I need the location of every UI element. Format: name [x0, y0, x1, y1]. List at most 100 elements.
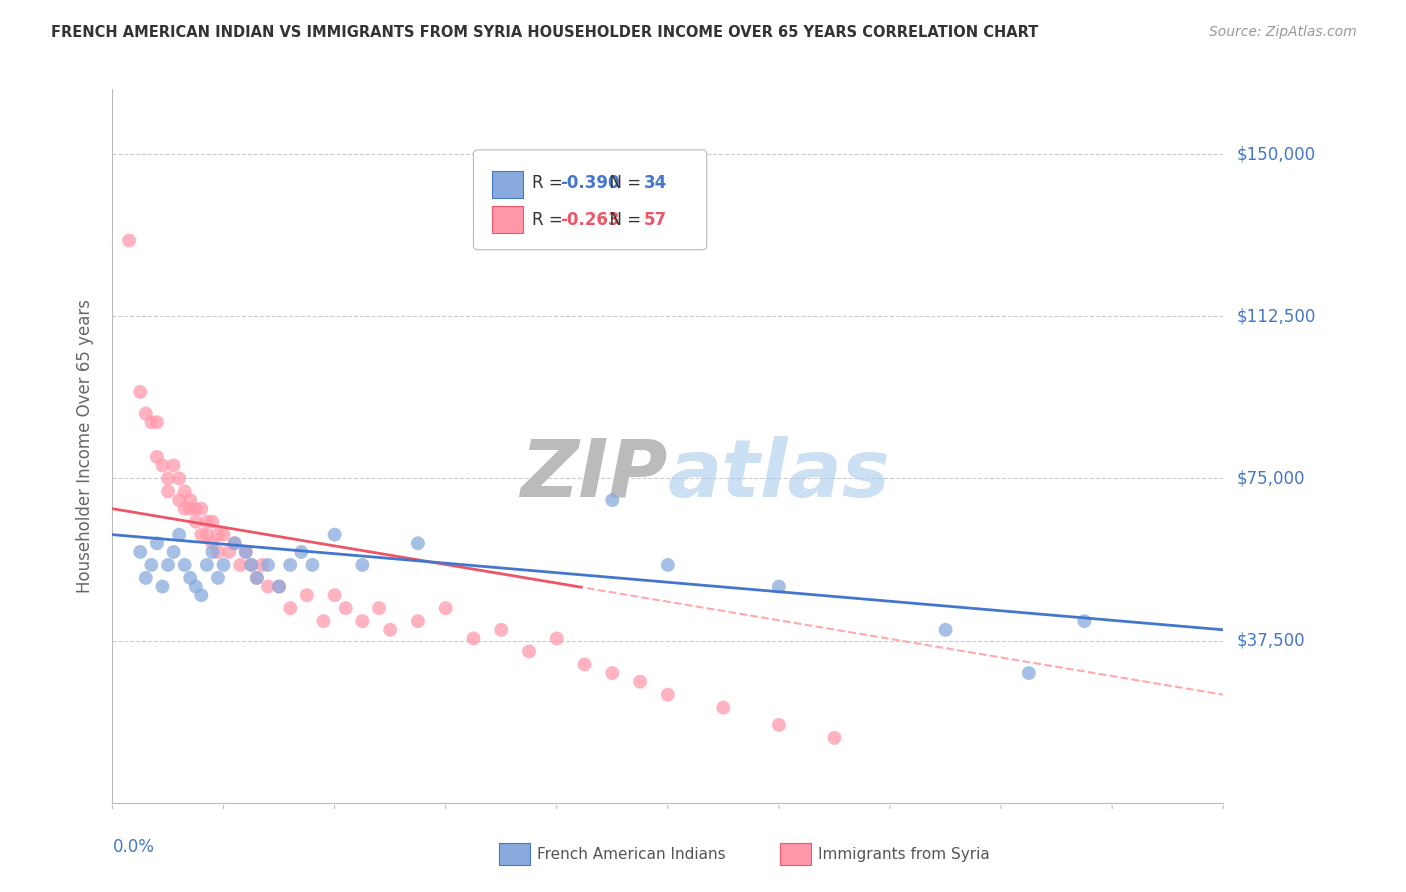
Point	[295, 588, 318, 602]
Point	[135, 407, 157, 421]
Point	[713, 700, 735, 714]
Point	[218, 545, 240, 559]
Point	[190, 501, 212, 516]
Point	[157, 471, 180, 485]
Point	[252, 558, 274, 572]
Point	[167, 527, 190, 541]
Point	[184, 501, 207, 516]
Point	[934, 623, 956, 637]
Point	[323, 588, 346, 602]
Text: French American Indians: French American Indians	[537, 847, 725, 862]
Point	[602, 493, 624, 508]
Point	[190, 527, 212, 541]
Text: 0.0%: 0.0%	[112, 838, 155, 856]
Point	[229, 558, 252, 572]
Point	[491, 623, 513, 637]
Point	[195, 527, 218, 541]
Point	[157, 484, 180, 499]
Point	[235, 545, 257, 559]
Point	[212, 527, 235, 541]
Point	[141, 558, 163, 572]
Text: 57: 57	[644, 211, 666, 228]
Point	[141, 415, 163, 429]
Point	[224, 536, 246, 550]
Point	[246, 571, 269, 585]
Point	[352, 614, 374, 628]
Text: ZIP: ZIP	[520, 435, 668, 514]
Point	[301, 558, 323, 572]
Point	[195, 515, 218, 529]
FancyBboxPatch shape	[474, 150, 707, 250]
Point	[129, 384, 152, 399]
Point	[207, 545, 229, 559]
Text: FRENCH AMERICAN INDIAN VS IMMIGRANTS FROM SYRIA HOUSEHOLDER INCOME OVER 65 YEARS: FRENCH AMERICAN INDIAN VS IMMIGRANTS FRO…	[51, 25, 1038, 40]
Point	[207, 571, 229, 585]
Point	[207, 527, 229, 541]
Text: $112,500: $112,500	[1237, 307, 1316, 326]
Point	[368, 601, 391, 615]
Y-axis label: Householder Income Over 65 years: Householder Income Over 65 years	[76, 299, 94, 593]
Point	[179, 571, 201, 585]
Point	[434, 601, 457, 615]
Point	[240, 558, 263, 572]
Point	[335, 601, 357, 615]
Point	[135, 571, 157, 585]
Point	[824, 731, 846, 745]
Point	[162, 458, 184, 473]
Point	[146, 450, 169, 464]
Point	[406, 614, 429, 628]
Point	[323, 527, 346, 541]
Point	[146, 415, 169, 429]
Text: $75,000: $75,000	[1237, 469, 1306, 487]
Point	[517, 644, 540, 658]
Text: $37,500: $37,500	[1237, 632, 1306, 649]
Point	[195, 558, 218, 572]
Point	[768, 718, 790, 732]
Point	[224, 536, 246, 550]
Point	[167, 471, 190, 485]
Point	[201, 536, 224, 550]
Text: $150,000: $150,000	[1237, 145, 1316, 163]
Point	[201, 515, 224, 529]
Text: R =: R =	[533, 175, 568, 193]
Point	[657, 558, 679, 572]
Point	[184, 580, 207, 594]
Point	[267, 580, 291, 594]
Point	[463, 632, 485, 646]
Point	[201, 545, 224, 559]
Point	[352, 558, 374, 572]
Point	[212, 558, 235, 572]
Point	[240, 558, 263, 572]
FancyBboxPatch shape	[492, 206, 523, 234]
Point	[173, 484, 195, 499]
Point	[173, 558, 195, 572]
Point	[190, 588, 212, 602]
Point	[657, 688, 679, 702]
Point	[184, 515, 207, 529]
Point	[129, 545, 152, 559]
Point	[157, 558, 180, 572]
Point	[162, 545, 184, 559]
Point	[152, 580, 174, 594]
Point	[257, 580, 280, 594]
Text: R =: R =	[533, 211, 568, 228]
Text: Immigrants from Syria: Immigrants from Syria	[818, 847, 990, 862]
Point	[1073, 614, 1095, 628]
Point	[118, 234, 141, 248]
Point	[246, 571, 269, 585]
Point	[546, 632, 568, 646]
Point	[235, 545, 257, 559]
Text: Source: ZipAtlas.com: Source: ZipAtlas.com	[1209, 25, 1357, 39]
Point	[768, 580, 790, 594]
Text: -0.263: -0.263	[560, 211, 620, 228]
Point	[602, 666, 624, 681]
Point	[179, 493, 201, 508]
Point	[278, 601, 301, 615]
Point	[290, 545, 312, 559]
Point	[380, 623, 402, 637]
Point	[167, 493, 190, 508]
Point	[179, 501, 201, 516]
Point	[628, 674, 651, 689]
Text: 34: 34	[644, 175, 666, 193]
Text: N =: N =	[599, 175, 647, 193]
